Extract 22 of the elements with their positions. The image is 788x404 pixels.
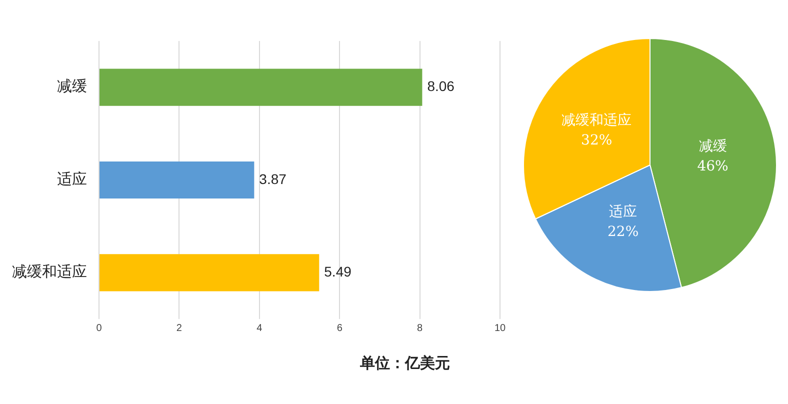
x-tick-label: 4	[256, 322, 263, 334]
data-label: 8.06	[427, 78, 455, 94]
bar	[100, 254, 320, 292]
text: 单位：亿美元	[360, 354, 450, 373]
x-tick-label: 0	[96, 322, 102, 334]
data-label: 3.87	[259, 170, 287, 187]
data-label: 46%	[697, 158, 728, 175]
x-tick-label: 6	[336, 322, 343, 334]
slice-label: 减缓	[698, 138, 727, 155]
data-label: 32%	[581, 132, 612, 149]
bar	[100, 161, 254, 199]
x-tick-label: 2	[176, 322, 182, 334]
y-tick-label: 减缓	[57, 77, 87, 96]
y-tick-label: 适应	[57, 170, 87, 188]
x-tick-label: 8	[417, 322, 424, 334]
slice-label: 适应	[609, 204, 638, 220]
y-tick-label: 减缓和适应	[12, 262, 87, 281]
bar	[100, 68, 422, 106]
data-label: 5.49	[324, 264, 352, 280]
x-tick-label: 10	[494, 322, 506, 334]
data-label: 22%	[608, 224, 639, 240]
slice-label: 减缓和适应	[562, 112, 632, 129]
